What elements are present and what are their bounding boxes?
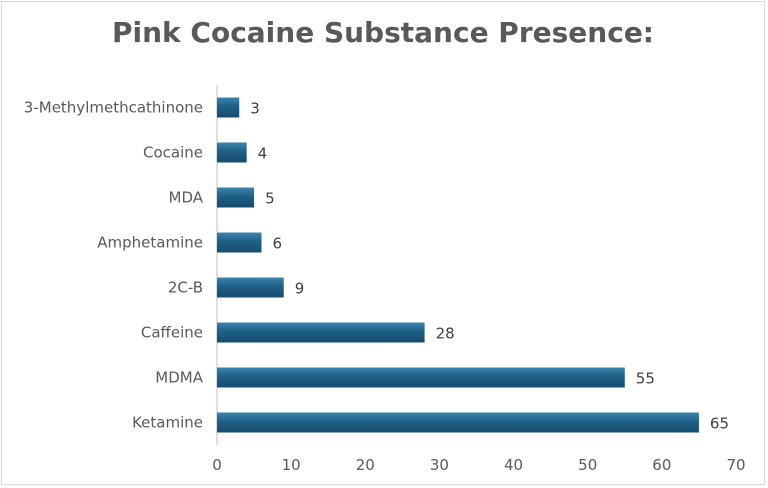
x-tick-label: 20 [356,456,375,474]
x-tick-label: 40 [504,456,523,474]
bar [217,367,625,388]
bar [217,97,240,118]
data-label: 5 [265,190,275,208]
category-label: Caffeine [141,324,203,342]
category-label: Ketamine [132,414,203,432]
data-label: 3 [250,100,260,118]
data-label: 28 [436,325,455,343]
category-label: Amphetamine [97,234,203,252]
bar [217,322,425,343]
x-tick-label: 10 [282,456,301,474]
x-tick-label: 30 [430,456,449,474]
bar [217,142,247,163]
data-label: 9 [295,280,305,298]
category-label: MDA [169,189,204,207]
x-tick-label: 0 [212,456,222,474]
data-label: 4 [258,145,268,163]
x-tick-label: 70 [726,456,745,474]
category-label: Cocaine [143,144,203,162]
bar [217,412,699,433]
bar [217,187,255,208]
data-label: 65 [710,415,729,433]
bar [217,277,284,298]
data-label: 55 [636,370,655,388]
chart-title: Pink Cocaine Substance Presence: [111,16,655,49]
category-label: 2C-B [168,279,203,297]
category-label: MDMA [155,369,203,387]
data-label: 6 [272,235,282,253]
bar [217,232,262,253]
x-tick-label: 60 [652,456,671,474]
x-tick-label: 50 [578,456,597,474]
category-label: 3-Methylmethcathinone [24,99,203,117]
